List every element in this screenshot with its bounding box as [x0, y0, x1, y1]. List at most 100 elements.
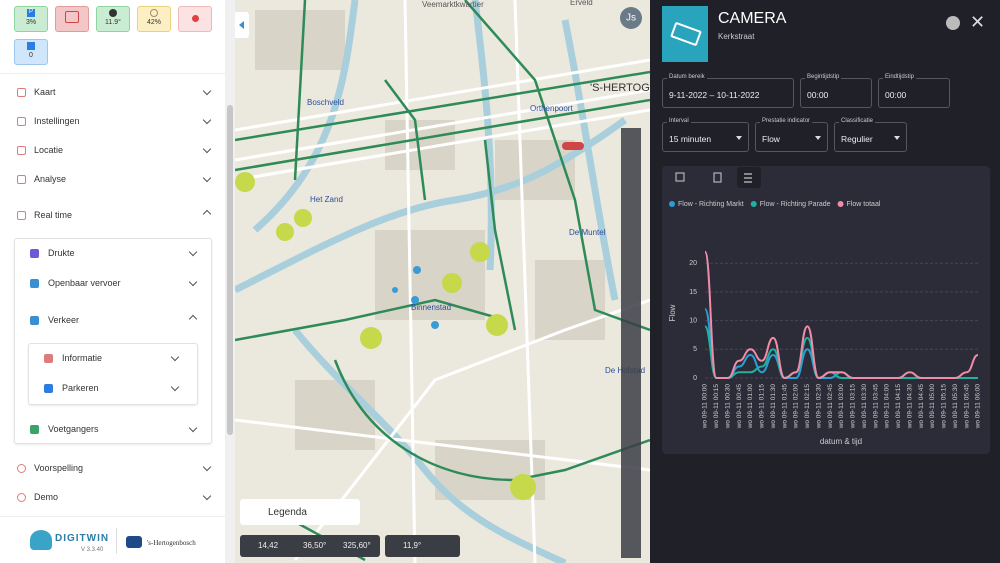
decoration	[670, 21, 702, 47]
menu-item[interactable]: Voetgangers	[30, 419, 208, 441]
version: V 3.3.40	[81, 547, 104, 553]
menu-label: Openbaar vervoer	[48, 278, 121, 288]
decoration	[276, 223, 294, 241]
filter-label: Begintijdstip	[805, 74, 842, 80]
legend-button[interactable]: Legenda	[240, 499, 360, 525]
back-button[interactable]	[946, 16, 960, 30]
decoration	[431, 321, 439, 329]
menu-icon	[44, 354, 53, 363]
menu-item[interactable]: Voorspelling	[0, 458, 225, 480]
chevron	[188, 423, 198, 433]
filter-value: 00:00	[885, 90, 907, 100]
decoration: P	[27, 9, 35, 17]
decoration	[191, 15, 199, 22]
filter-field[interactable]: Eindtijdstip 00:00	[878, 74, 950, 108]
decoration	[27, 42, 35, 50]
decoration	[235, 172, 255, 192]
collapse-button[interactable]	[235, 12, 249, 38]
logo-text: DIGITWIN	[55, 533, 110, 544]
map-label: Erveld	[570, 0, 593, 7]
tile-value: 42%	[146, 19, 161, 26]
roads	[235, 0, 650, 563]
chevron	[188, 247, 198, 257]
tile-weather[interactable]: 11.9°	[96, 6, 130, 32]
menu-item[interactable]: Analyse	[0, 169, 225, 191]
tile-alert[interactable]	[55, 6, 89, 32]
menu-icon	[30, 279, 39, 288]
tile-mood[interactable]: 42%	[137, 6, 171, 32]
decoration	[109, 9, 117, 17]
decoration	[510, 474, 536, 500]
map-label: Orthenpoort	[530, 104, 573, 113]
map-label: Veemarktkwartier	[422, 0, 484, 9]
filter-value: 9-11-2022 – 10-11-2022	[669, 90, 760, 100]
status-value: 11,9°	[403, 541, 422, 550]
city-crest	[126, 536, 142, 548]
camera-icon	[662, 6, 708, 62]
map-label: Boschveld	[307, 98, 344, 107]
filter-field[interactable]: Interval 15 minuten	[662, 118, 749, 152]
realtime-box	[14, 238, 212, 444]
map[interactable]: Veemarktkwartier Erveld Boschveld Orthenpoo…	[235, 0, 650, 563]
map-label: De Muntel	[569, 228, 606, 237]
water	[235, 0, 628, 563]
filter-value: Regulier	[841, 134, 873, 144]
menu-icon	[30, 425, 39, 434]
chevron	[202, 462, 212, 472]
menu-item[interactable]: Real time	[0, 205, 225, 227]
menu-icon	[17, 493, 26, 502]
filter-value: 00:00	[807, 90, 829, 100]
menu-item[interactable]: Openbaar vervoer	[30, 273, 208, 295]
menu-item[interactable]: Kaart	[0, 82, 225, 104]
chevron	[202, 86, 212, 96]
filter-field[interactable]: Classificatie Regulier	[834, 118, 907, 152]
decoration	[470, 242, 490, 262]
divider	[0, 516, 225, 517]
menu-icon	[17, 211, 26, 220]
menu-icon	[30, 316, 39, 325]
menu-label: Demo	[34, 492, 59, 502]
menu-item[interactable]: Verkeer	[30, 310, 208, 332]
filter-label: Eindtijdstip	[883, 74, 917, 80]
tab-active[interactable]	[737, 167, 761, 188]
avatar[interactable]	[620, 7, 642, 29]
chevron	[170, 352, 180, 362]
decoration	[239, 21, 244, 29]
city-name: 's-Hertogenbosch	[147, 539, 196, 547]
panel-title: CAMERA	[718, 10, 787, 27]
menu-icon	[17, 464, 26, 473]
chevron	[202, 173, 212, 183]
avatar-initials: Js	[626, 13, 636, 24]
tile-pedestrians[interactable]: 0	[14, 39, 48, 65]
tile-parking[interactable]: P 3%	[14, 6, 48, 32]
decoration	[562, 142, 584, 150]
map-label: Binnenstad	[411, 303, 451, 312]
map-label: 'S-HERTOG	[590, 82, 650, 94]
menu-item[interactable]: Parkeren	[44, 378, 190, 400]
menu-item[interactable]: Locatie	[0, 140, 225, 162]
chevron	[170, 382, 180, 392]
tile-value: 11.9°	[105, 19, 121, 26]
menu-icon	[30, 249, 39, 258]
menu-item[interactable]: Instellingen	[0, 111, 225, 133]
menu-item[interactable]: Informatie	[44, 348, 190, 370]
status-value: 325,60°	[343, 541, 371, 550]
close-button[interactable]: ✕	[970, 12, 986, 32]
menu-icon	[17, 146, 26, 155]
menu-label: Verkeer	[48, 315, 80, 325]
decoration	[411, 296, 419, 304]
menu-label: Instellingen	[34, 116, 80, 126]
menu-item[interactable]: Demo	[0, 487, 225, 509]
tile-siren[interactable]	[178, 6, 212, 32]
menu-item[interactable]: Drukte	[30, 243, 208, 265]
scroll-thumb[interactable]	[227, 105, 233, 435]
filter-field[interactable]: Datum bereik 9-11-2022 – 10-11-2022	[662, 74, 794, 108]
filter-field[interactable]: Begintijdstip 00:00	[800, 74, 872, 108]
dropdown-arrow	[815, 136, 821, 140]
map-toolbar	[621, 128, 641, 558]
decoration	[486, 314, 508, 336]
menu-label: Voorspelling	[34, 463, 84, 473]
filter-value: 15 minuten	[669, 134, 712, 144]
filter-field[interactable]: Prestatie indicator Flow	[755, 118, 828, 152]
